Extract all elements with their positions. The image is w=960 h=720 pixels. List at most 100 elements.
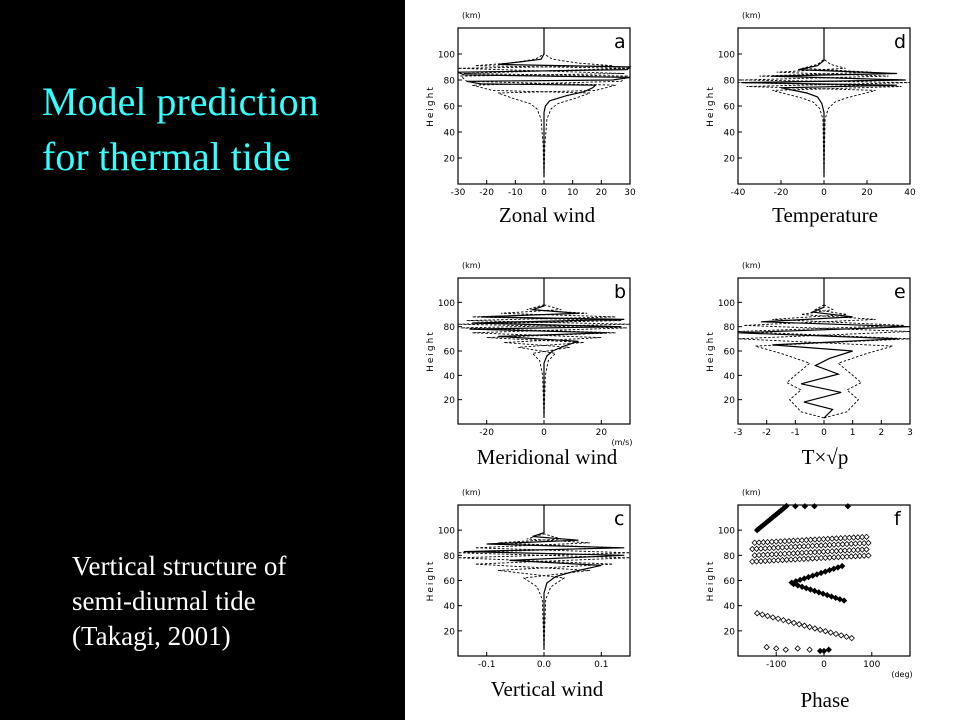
phase-point (852, 553, 859, 560)
y-tick-label: 40 (724, 372, 736, 382)
y-tick-label: 40 (444, 372, 456, 382)
phase-point (856, 540, 863, 547)
phase-point (832, 630, 840, 638)
phase-point (839, 541, 846, 548)
phase-point (838, 562, 846, 570)
y-axis-label: Height (426, 85, 436, 127)
phase-point (811, 503, 818, 510)
phase-point (846, 534, 853, 541)
phase-point (792, 543, 799, 550)
phase-point (785, 537, 793, 545)
y-tick-label: 20 (724, 155, 736, 165)
y-tick-label: 100 (718, 299, 735, 309)
phase-point (792, 556, 799, 563)
phase-point (781, 537, 788, 545)
phase-point (753, 610, 761, 617)
phase-point (751, 552, 758, 559)
phase-point (841, 547, 849, 554)
slide-title-line-2: for thermal tide (42, 134, 291, 179)
phase-point (838, 632, 845, 639)
y-tick-label: 20 (444, 155, 456, 165)
x-tick-label: -1 (791, 428, 800, 438)
subtitle-line-3: (Takagi, 2001) (72, 621, 231, 651)
x-tick-label: 20 (596, 188, 608, 198)
y-tick-label: 80 (724, 552, 736, 562)
plot-frame (737, 504, 911, 657)
phase-point (783, 556, 790, 563)
x-unit-label: (deg) (891, 670, 912, 679)
x-tick-label: 0 (541, 188, 547, 198)
phase-point (757, 558, 765, 565)
x-unit-label: (m/s) (612, 438, 633, 447)
phase-point (835, 553, 842, 561)
phase-point (801, 622, 808, 629)
phase-point (848, 634, 855, 642)
subtitle-line-1: Vertical structure of (72, 551, 287, 581)
x-tick-label: 0 (821, 188, 827, 198)
phase-point (843, 633, 850, 640)
series-line-1 (469, 278, 625, 418)
phase-point (826, 541, 833, 549)
phase-point (822, 542, 829, 549)
phase-point (794, 549, 801, 557)
phase-point (773, 645, 780, 652)
y-tick-label: 20 (444, 396, 456, 406)
phase-point (848, 540, 855, 547)
y-axis-label: Height (706, 330, 716, 372)
phase-point (790, 537, 797, 544)
x-tick-label: -0.1 (478, 660, 496, 670)
phase-point (852, 540, 859, 547)
y-tick-label: 20 (444, 627, 456, 637)
panel-letter: e (894, 281, 906, 303)
phase-point (841, 534, 849, 542)
x-tick-label: -20 (479, 188, 494, 198)
caption-d: Temperature (772, 203, 878, 227)
phase-point (825, 646, 832, 653)
x-tick-label: 40 (904, 188, 916, 198)
phase-point (768, 538, 776, 546)
phase-point (827, 629, 834, 636)
slide-title-line-1: Model prediction (42, 79, 319, 124)
phase-point (837, 547, 844, 554)
phase-point (811, 548, 819, 556)
phase-point (755, 551, 763, 559)
phase-point (774, 615, 782, 622)
phase-point (787, 556, 795, 563)
height-unit-label: (km) (742, 11, 761, 20)
figure-area: 20 40 60 80 100 -30 -20 -10 0 10 20 30 (km) Height a Zo… (405, 0, 960, 720)
series-line-2 (457, 533, 631, 650)
phase-point (794, 537, 801, 544)
x-tick-label: 0 (821, 428, 827, 438)
x-tick-label: 0.1 (594, 660, 608, 670)
chart-panel-c: 20 40 60 80 100 -0.1 0.0 0.1 (km) Height c (426, 488, 631, 670)
phase-point (826, 554, 833, 561)
phase-point (828, 535, 836, 542)
y-tick-label: 60 (444, 103, 456, 113)
series-line-3 (457, 304, 628, 418)
caption-c: Vertical wind (490, 677, 604, 701)
phase-point (848, 553, 855, 560)
caption-b: Meridional wind (476, 445, 618, 469)
phase-point (779, 556, 786, 564)
phase-point (774, 544, 782, 551)
chart-panel-b: 20 40 60 80 100 -20 0 20 (km) Height (m/s) b (426, 261, 633, 447)
y-tick-label: 40 (444, 129, 456, 139)
x-tick-label: -100 (766, 660, 787, 670)
y-tick-label: 80 (724, 323, 736, 333)
x-tick-label: -3 (734, 428, 743, 438)
phase-point (763, 644, 770, 651)
phase-point (795, 621, 803, 628)
phase-point (863, 533, 870, 541)
phase-point (833, 547, 840, 555)
height-unit-label: (km) (462, 261, 481, 270)
chart-panel-d: 20 40 60 80 100 -40 -20 0 20 40 (km) Height d (706, 11, 916, 198)
y-tick-label: 80 (444, 323, 456, 333)
phase-point (822, 554, 829, 561)
x-tick-label: 10 (567, 188, 579, 198)
phase-point (777, 550, 784, 558)
phase-point (813, 555, 820, 562)
phase-point (850, 534, 857, 541)
phase-point (798, 537, 806, 544)
x-tick-label: 20 (596, 428, 608, 438)
phase-point (780, 616, 787, 624)
